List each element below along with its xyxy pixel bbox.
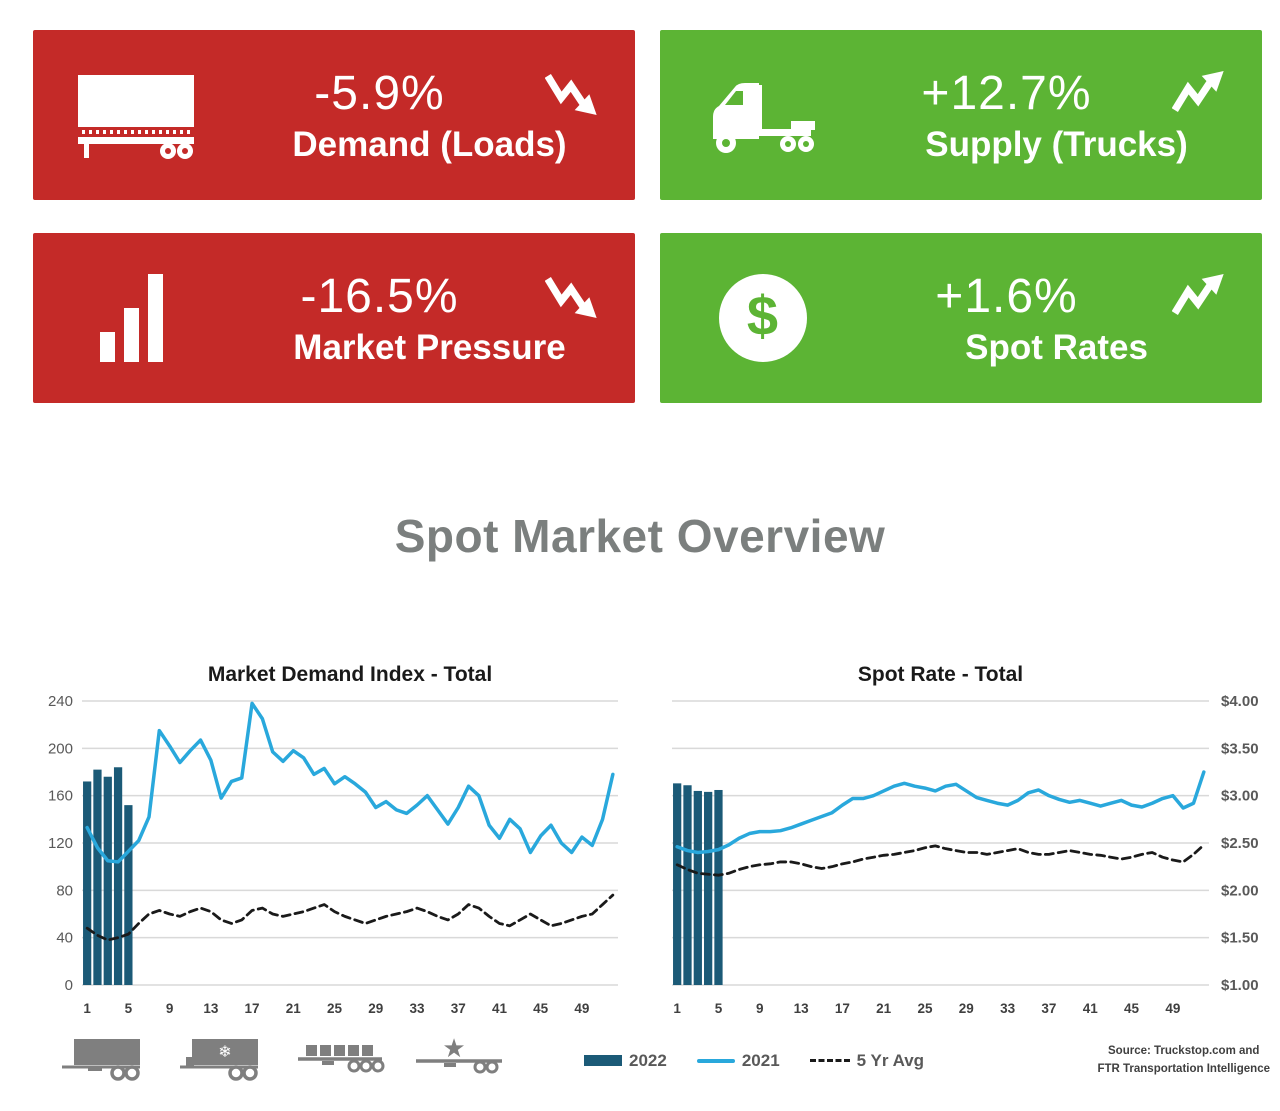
truck-icon [660,30,865,200]
page-title: Spot Market Overview [394,510,886,562]
card-supply-trucks: +12.7% Supply (Trucks) [660,30,1262,200]
svg-text:41: 41 [492,1001,508,1016]
svg-text:200: 200 [48,740,73,757]
svg-text:$3.50: $3.50 [1221,740,1259,757]
svg-text:25: 25 [327,1001,343,1016]
source-attribution: Source: Truckstop.com and FTR Transporta… [1097,1045,1270,1075]
svg-text:1: 1 [83,1001,91,1016]
card-market-pressure: -16.5% Market Pressure [33,233,635,403]
svg-text:41: 41 [1082,1001,1098,1016]
svg-text:40: 40 [56,930,73,947]
charts-row: Market Demand Index - Total 0 40 80 120 160 20… [0,655,1280,1023]
supply-label: Supply (Trucks) [925,124,1188,164]
svg-text:Spot Rate - Total: Spot Rate - Total [857,663,1022,686]
svg-text:❄: ❄ [218,1044,231,1061]
svg-text:0: 0 [65,977,73,994]
demand-value: -5.9% [314,66,445,120]
svg-text:13: 13 [203,1001,219,1016]
svg-text:80: 80 [56,882,73,899]
bottom-row: ❄ ★ [0,1033,1280,1084]
svg-text:45: 45 [1124,1001,1140,1016]
kpi-cards: -5.9% Demand (Loads) [0,0,1280,403]
legend-2022: 2022 [584,1051,667,1071]
reefer-icon[interactable]: ❄ [178,1037,270,1084]
svg-text:240: 240 [48,693,73,710]
chart-legend: 2022 2021 5 Yr Avg [584,1051,924,1071]
svg-text:49: 49 [1165,1001,1180,1016]
market-pressure-label: Market Pressure [293,327,566,367]
svg-text:5: 5 [714,1001,722,1016]
svg-text:$2.50: $2.50 [1221,835,1259,852]
svg-text:37: 37 [451,1001,466,1016]
svg-text:29: 29 [368,1001,383,1016]
svg-text:$1.00: $1.00 [1221,977,1259,994]
svg-text:1: 1 [673,1001,681,1016]
svg-text:37: 37 [1041,1001,1056,1016]
line-swatch-icon [696,1058,735,1063]
svg-text:9: 9 [756,1001,764,1016]
svg-text:29: 29 [958,1001,973,1016]
svg-text:$1.50: $1.50 [1221,930,1259,947]
legend-2021: 2021 [696,1051,780,1071]
dollar-icon: $ [660,233,865,403]
svg-text:21: 21 [876,1001,892,1016]
svg-text:5: 5 [125,1001,133,1016]
svg-text:9: 9 [166,1001,174,1016]
market-pressure-value: -16.5% [300,269,459,323]
svg-text:17: 17 [245,1001,260,1016]
spot-rates-label: Spot Rates [965,327,1148,367]
svg-text:13: 13 [793,1001,809,1016]
svg-text:33: 33 [409,1001,425,1016]
spot-rates-value: +1.6% [935,269,1078,323]
trend-up-icon [1148,274,1248,318]
svg-text:160: 160 [48,788,73,805]
dashed-swatch-icon [809,1059,850,1062]
dry-van-icon[interactable] [60,1037,152,1084]
svg-text:$4.00: $4.00 [1221,693,1259,710]
svg-text:17: 17 [835,1001,850,1016]
spot-rate-chart: Spot Rate - Total $1.00 $1.50 $2.00 $2.50 $3.… [671,663,1259,1016]
specialized-icon[interactable]: ★ [414,1033,506,1084]
trend-up-icon [1148,71,1248,115]
svg-text:45: 45 [533,1001,549,1016]
svg-text:$3.00: $3.00 [1221,788,1259,805]
card-demand-loads: -5.9% Demand (Loads) [33,30,635,200]
equipment-type-selector: ❄ ★ [60,1033,506,1084]
svg-text:21: 21 [286,1001,302,1016]
trend-down-icon [521,274,621,318]
svg-text:49: 49 [574,1001,589,1016]
flatbed-icon[interactable] [296,1037,388,1084]
svg-text:25: 25 [917,1001,933,1016]
bar-chart-icon [33,233,238,403]
svg-text:120: 120 [48,835,73,852]
trailer-icon [33,30,238,200]
market-demand-index-chart: Market Demand Index - Total 0 40 80 120 160 20… [48,663,618,1016]
trend-down-icon [521,71,621,115]
bar-swatch-icon [584,1055,622,1066]
supply-value: +12.7% [921,66,1092,120]
svg-text:33: 33 [1000,1001,1016,1016]
svg-text:Market Demand Index - Total: Market Demand Index - Total [208,663,492,686]
card-spot-rates: $ +1.6% Spot Rates [660,233,1262,403]
svg-text:$2.00: $2.00 [1221,882,1259,899]
svg-text:★: ★ [442,1037,465,1063]
legend-5yr-avg: 5 Yr Avg [809,1051,924,1071]
demand-label: Demand (Loads) [292,124,567,164]
